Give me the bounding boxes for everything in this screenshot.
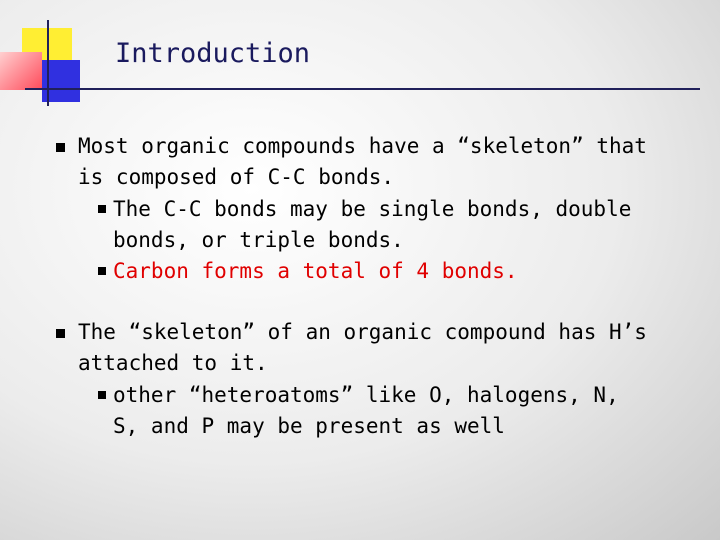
sub-bullet-text: other “heteroatoms” like O, halogens, N,… <box>113 383 619 438</box>
sub-bullet-marker <box>98 205 106 213</box>
sub-bullet-text: Carbon forms a total of 4 bonds. <box>113 259 518 283</box>
vertical-rule <box>47 20 49 106</box>
pink-square <box>0 52 42 90</box>
horizontal-rule <box>25 88 700 90</box>
bullet-marker <box>56 143 65 152</box>
slide-title: Introduction <box>115 38 311 69</box>
sub-bullet-marker <box>98 267 106 275</box>
bullet-marker <box>56 329 65 338</box>
bullet-text: Most organic compounds have a “skeleton”… <box>78 134 647 189</box>
sub-bullet-marker <box>98 391 106 399</box>
sub-bullet-text: The C-C bonds may be single bonds, doubl… <box>113 197 632 252</box>
bullet-text: The “skeleton” of an organic compound ha… <box>78 320 647 375</box>
